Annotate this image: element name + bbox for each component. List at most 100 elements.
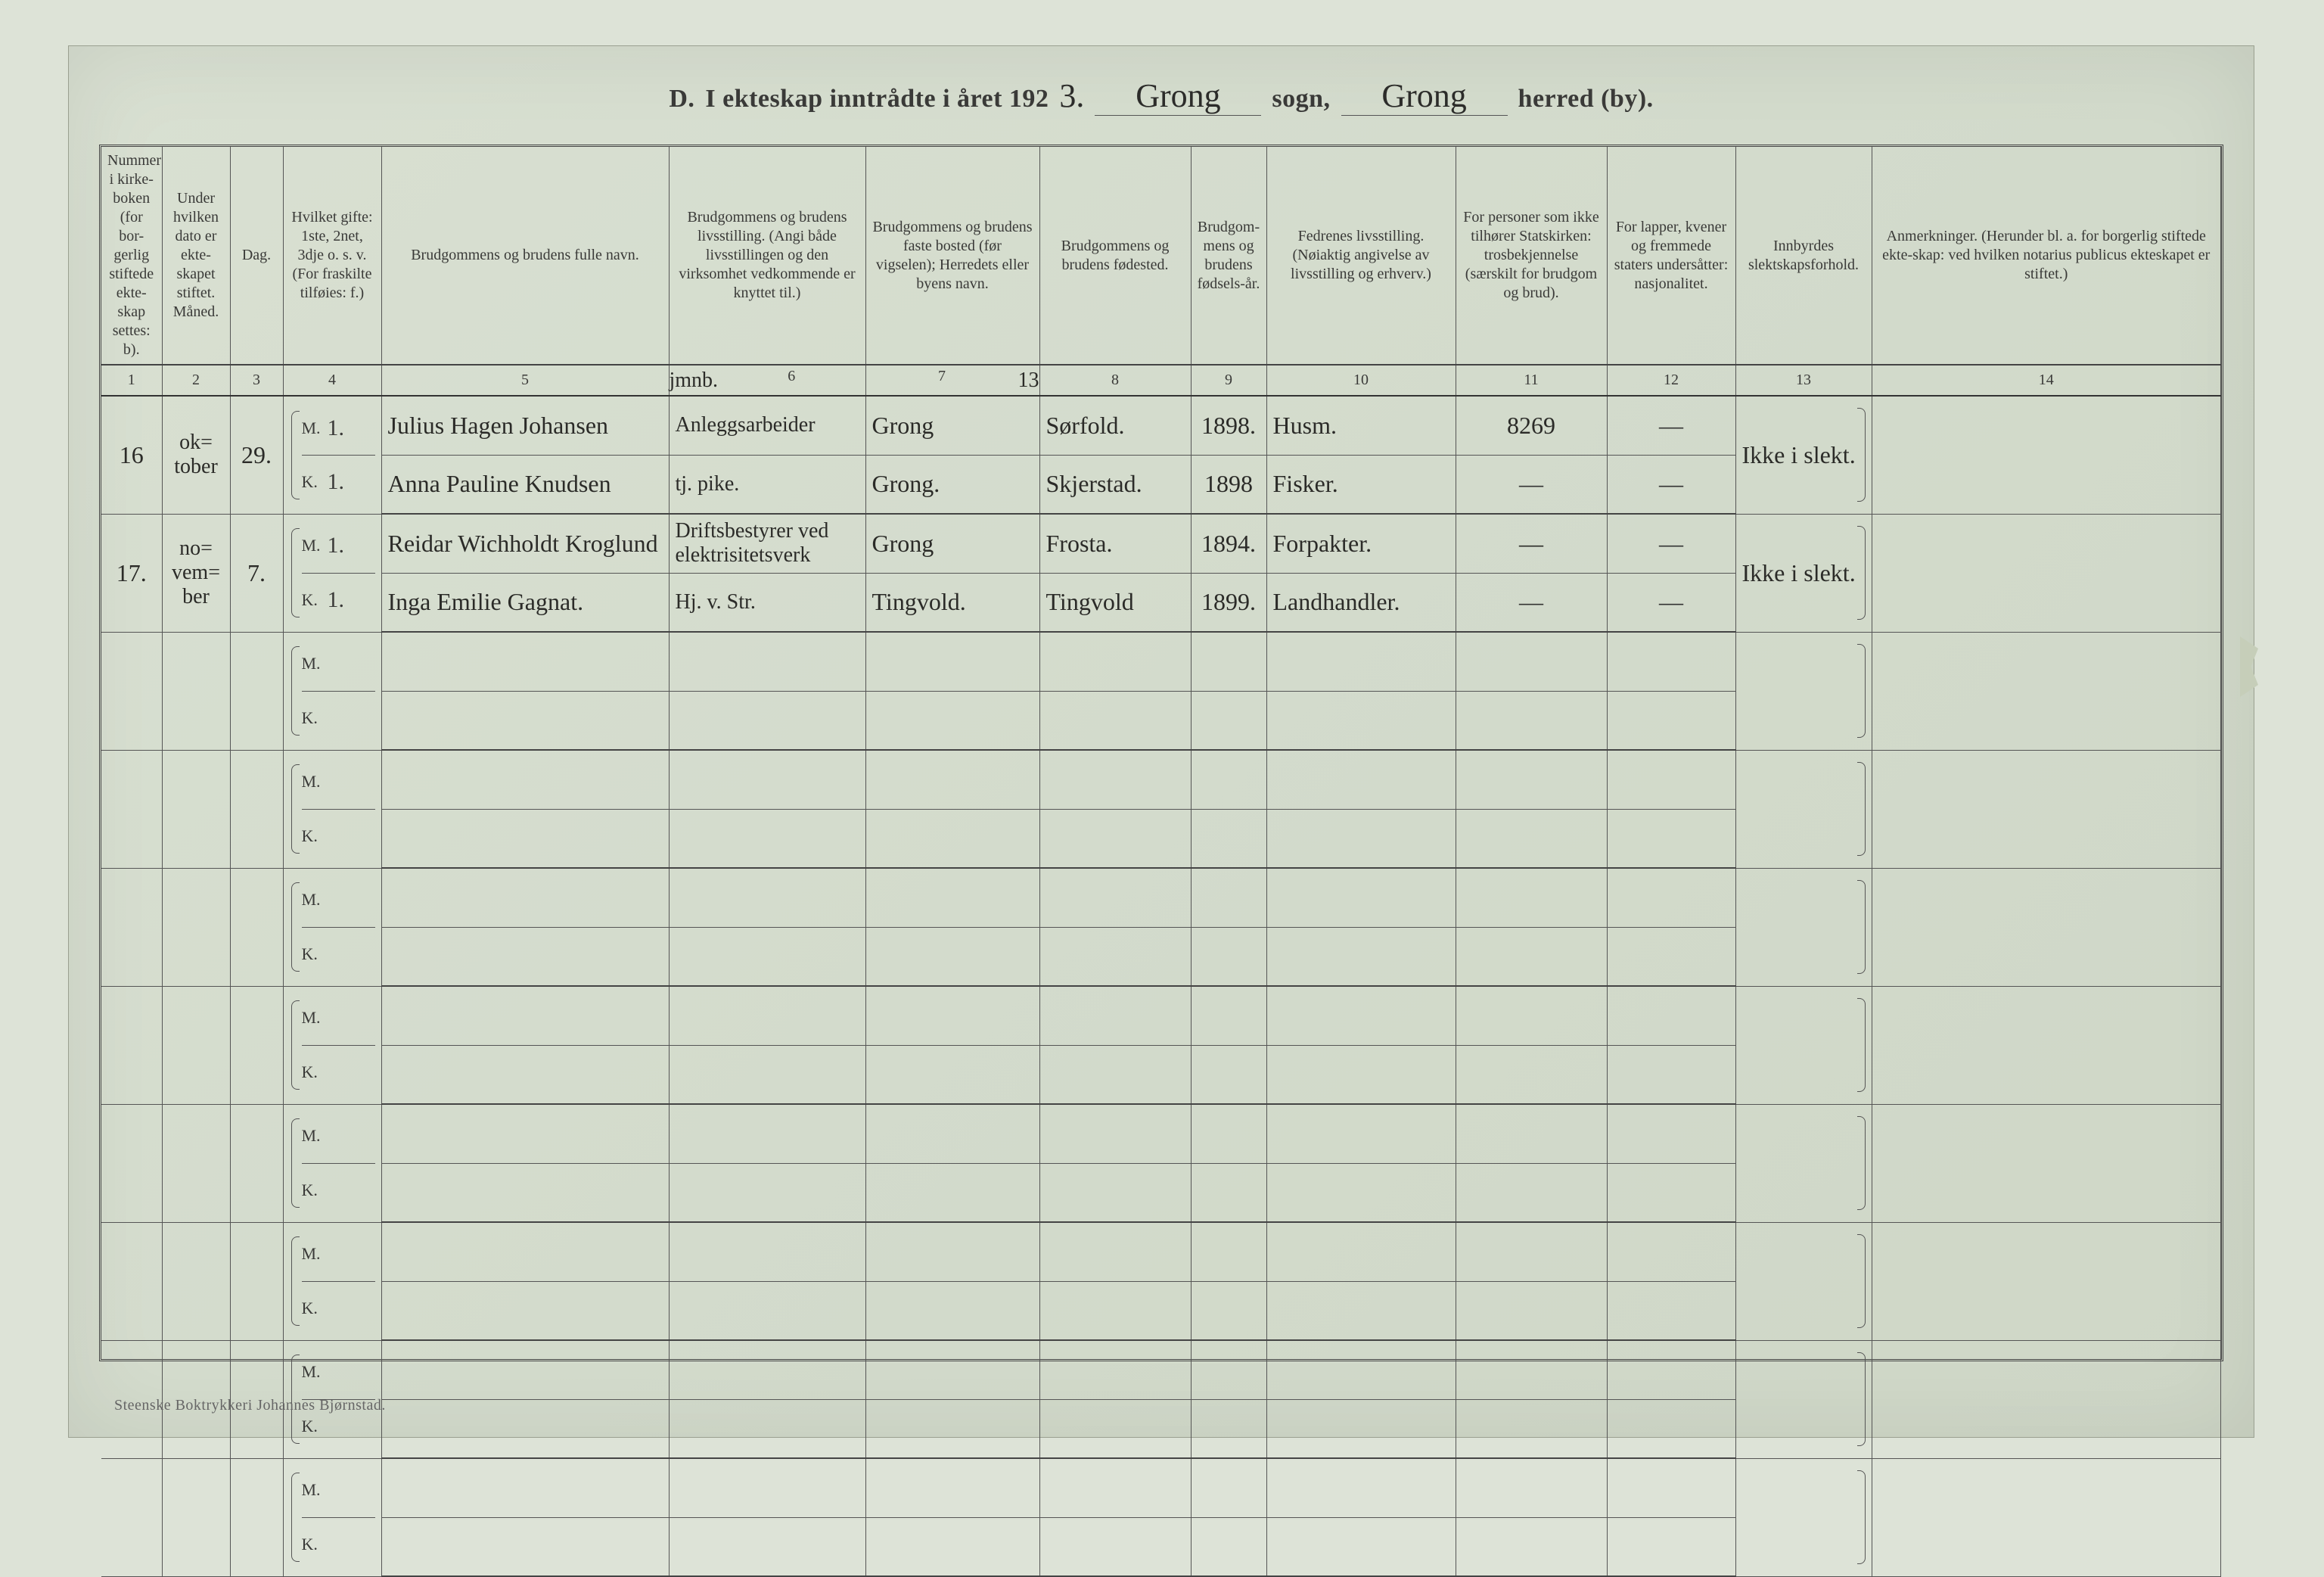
blank bbox=[669, 1340, 865, 1399]
blank bbox=[1456, 1281, 1607, 1340]
name-cell: Reidar Wichholdt Kroglund bbox=[381, 514, 669, 573]
blank bbox=[1456, 691, 1607, 750]
blank bbox=[1607, 1399, 1735, 1458]
birthplace-cell: Frosta. bbox=[1039, 514, 1191, 573]
handwritten-text: Inga Emilie Gagnat. bbox=[388, 588, 584, 615]
blank bbox=[230, 868, 283, 986]
blank-row: M.K. bbox=[101, 1340, 2221, 1399]
blank bbox=[1266, 1517, 1456, 1576]
col-num: 10 bbox=[1266, 365, 1456, 396]
mk-blank: M.K. bbox=[283, 1458, 381, 1576]
blank bbox=[1039, 1163, 1191, 1222]
blank bbox=[1266, 1104, 1456, 1163]
blank-row: M.K. bbox=[101, 1104, 2221, 1163]
blank bbox=[1607, 1517, 1735, 1576]
handwritten-text: Grong bbox=[872, 530, 934, 557]
blank bbox=[1191, 1281, 1266, 1340]
table-header: Nummer i kirke-boken (for bor-gerlig sti… bbox=[101, 147, 2221, 396]
mk-m: M. bbox=[302, 772, 328, 792]
col-header: Anmerkninger. (Herunder bl. a. for borge… bbox=[1872, 147, 2221, 365]
mk-m: M. bbox=[302, 1480, 328, 1500]
mk-m: M. bbox=[302, 1362, 328, 1382]
blank bbox=[865, 927, 1039, 986]
handwritten-text: Landhandler. bbox=[1273, 588, 1400, 615]
day-cell: 7. bbox=[230, 514, 283, 632]
handwritten-text: — bbox=[1519, 530, 1543, 557]
occ: Anleggsarbeider bbox=[676, 413, 816, 437]
blank bbox=[101, 1104, 162, 1222]
blank bbox=[1456, 1045, 1607, 1104]
blank bbox=[381, 1399, 669, 1458]
blank bbox=[865, 1163, 1039, 1222]
blank bbox=[381, 1281, 669, 1340]
blank bbox=[865, 1104, 1039, 1163]
blank bbox=[1191, 1458, 1266, 1517]
table-body: 16ok= tober29.M.1.K.1.Julius Hagen Johan… bbox=[101, 396, 2221, 1576]
blank bbox=[1039, 632, 1191, 691]
gifte-m: 1. bbox=[328, 415, 345, 441]
blank bbox=[1191, 1340, 1266, 1399]
blank bbox=[669, 632, 865, 691]
title-year-digit: 3. bbox=[1059, 76, 1084, 115]
blank bbox=[1607, 750, 1735, 809]
blank bbox=[1039, 1222, 1191, 1281]
blank bbox=[669, 1458, 865, 1517]
col-header: Brudgommens og brudens faste bosted (før… bbox=[865, 147, 1039, 365]
blank bbox=[162, 750, 230, 868]
blank bbox=[1266, 1340, 1456, 1399]
blank bbox=[1039, 986, 1191, 1045]
blank bbox=[1872, 750, 2221, 868]
blank bbox=[669, 691, 865, 750]
col12-cell: — bbox=[1607, 396, 1735, 455]
mk-blank: M.K. bbox=[283, 632, 381, 750]
handwritten-text: 1894. bbox=[1201, 530, 1256, 557]
blank bbox=[669, 1222, 865, 1281]
blank bbox=[1039, 1458, 1191, 1517]
col-num: jmnb. 6 bbox=[669, 365, 865, 396]
blank bbox=[1735, 1458, 1872, 1576]
blank bbox=[1039, 868, 1191, 927]
col-num: 11 bbox=[1456, 365, 1607, 396]
col-num: 13 bbox=[1735, 365, 1872, 396]
blank bbox=[1191, 632, 1266, 691]
blank bbox=[1191, 750, 1266, 809]
blank-row: M.K. bbox=[101, 1458, 2221, 1517]
gifte-k: 1. bbox=[328, 469, 345, 495]
blank bbox=[1735, 1222, 1872, 1340]
father-occ-cell: Landhandler. bbox=[1266, 573, 1456, 632]
mk-k: K. bbox=[302, 826, 328, 846]
blank bbox=[101, 632, 162, 750]
blank bbox=[865, 1399, 1039, 1458]
blank bbox=[669, 809, 865, 868]
blank bbox=[1266, 691, 1456, 750]
sogn-label: sogn, bbox=[1272, 85, 1330, 114]
mk-k: K. bbox=[302, 1180, 328, 1200]
blank bbox=[669, 750, 865, 809]
blank bbox=[1039, 1517, 1191, 1576]
blank bbox=[1607, 809, 1735, 868]
blank bbox=[1191, 927, 1266, 986]
blank bbox=[1039, 1045, 1191, 1104]
col-header: Fedrenes livsstilling. (Nøiaktig angivel… bbox=[1266, 147, 1456, 365]
blank bbox=[669, 927, 865, 986]
blank bbox=[381, 750, 669, 809]
handwritten-text: Anna Pauline Knudsen bbox=[388, 470, 611, 497]
col-header: Nummer i kirke-boken (for bor-gerlig sti… bbox=[101, 147, 162, 365]
mk-blank: M. K. bbox=[283, 750, 381, 868]
mk-k: K. bbox=[302, 944, 328, 964]
name-cell: Julius Hagen Johansen bbox=[381, 396, 669, 455]
birthplace-cell: Skjerstad. bbox=[1039, 455, 1191, 514]
handwritten-text: Julius Hagen Johansen bbox=[388, 412, 609, 439]
handwritten-text: Ikke i slekt. bbox=[1742, 559, 1856, 586]
blank bbox=[162, 1104, 230, 1222]
blank bbox=[101, 750, 162, 868]
blank bbox=[1456, 1399, 1607, 1458]
col-num-text: 6 bbox=[788, 368, 795, 384]
residence-cell: Tingvold. bbox=[865, 573, 1039, 632]
blank-row: M.K. bbox=[101, 986, 2221, 1045]
printer-footer: Steenske Boktrykkeri Johannes Bjørnstad. bbox=[114, 1397, 386, 1414]
blank bbox=[1735, 750, 1872, 868]
blank bbox=[1191, 1163, 1266, 1222]
blank bbox=[1191, 1045, 1266, 1104]
blank bbox=[1456, 632, 1607, 691]
